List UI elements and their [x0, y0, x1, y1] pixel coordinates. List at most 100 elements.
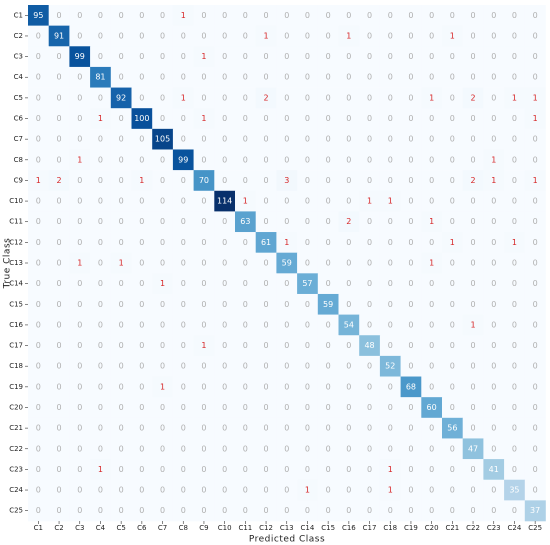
heatmap-cell	[504, 170, 526, 192]
heatmap-cell	[379, 314, 401, 336]
cell-value: 0	[264, 197, 269, 206]
heatmap-cell	[276, 314, 298, 336]
heatmap-cell	[359, 5, 381, 26]
x-tick-label: C13	[280, 524, 294, 532]
cell-value: 0	[533, 11, 538, 20]
cell-value: 0	[284, 486, 289, 495]
cell-value: 0	[36, 341, 41, 350]
heatmap-cell	[28, 438, 49, 460]
cell-value: 1	[429, 217, 434, 226]
heatmap-cell	[297, 211, 319, 233]
cell-value: 0	[119, 403, 124, 412]
heatmap-cell	[69, 25, 91, 47]
heatmap-cell	[90, 293, 112, 315]
heatmap-cell	[214, 355, 236, 377]
heatmap-cell	[297, 25, 319, 47]
cell-value: 0	[388, 217, 393, 226]
heatmap-cell	[28, 149, 49, 171]
cell-value: 0	[139, 93, 144, 102]
heatmap-cell	[131, 66, 153, 88]
heatmap-cell	[69, 397, 91, 419]
cell-value: 0	[98, 197, 103, 206]
heatmap-cell	[131, 479, 153, 501]
cell-value: 0	[222, 259, 227, 268]
cell-value: 1	[77, 259, 82, 268]
cell-value: 0	[346, 424, 351, 433]
cell-value: 0	[429, 341, 434, 350]
cell-value: 1	[491, 155, 496, 164]
heatmap-cell	[48, 438, 70, 460]
heatmap-cell	[69, 293, 91, 315]
cell-value: 0	[450, 259, 455, 268]
heatmap-cell	[317, 46, 339, 68]
heatmap-cell	[379, 128, 401, 150]
cell-value: 0	[139, 403, 144, 412]
heatmap-cell	[255, 149, 277, 171]
cell-value: 0	[491, 31, 496, 40]
heatmap-cell	[90, 355, 112, 377]
cell-value: 0	[450, 465, 455, 474]
heatmap-cell	[338, 479, 360, 501]
heatmap-cell	[28, 5, 49, 26]
cell-value: 0	[408, 52, 413, 61]
heatmap-cell	[131, 500, 153, 522]
heatmap-cell	[48, 128, 70, 150]
heatmap-cell	[462, 211, 484, 233]
heatmap-cell	[359, 252, 381, 274]
heatmap-cell	[152, 273, 174, 295]
cell-value: 0	[408, 217, 413, 226]
cell-value: 0	[491, 382, 496, 391]
heatmap-cell	[297, 5, 319, 26]
cell-value: 0	[139, 300, 144, 309]
heatmap-cell	[400, 46, 422, 68]
heatmap-cell	[131, 417, 153, 439]
cell-value: 0	[429, 486, 434, 495]
heatmap-cell	[255, 355, 277, 377]
cell-value: 0	[346, 259, 351, 268]
heatmap-cell	[462, 252, 484, 274]
heatmap-cell	[172, 66, 194, 88]
cell-value: 0	[36, 73, 41, 82]
cell-value: 0	[326, 73, 331, 82]
heatmap-cell	[69, 417, 91, 439]
cell-value: 0	[284, 155, 289, 164]
heatmap-cell	[172, 211, 194, 233]
cell-value: 0	[408, 155, 413, 164]
heatmap-cell	[214, 46, 236, 68]
cell-value: 0	[243, 155, 248, 164]
heatmap-cell	[69, 170, 91, 192]
heatmap-cell	[379, 46, 401, 68]
cell-value: 0	[57, 11, 62, 20]
cell-value: 0	[139, 238, 144, 247]
heatmap-cell	[172, 87, 194, 109]
cell-value: 0	[77, 238, 82, 247]
y-tick-label: C12	[9, 238, 23, 246]
heatmap-cell	[400, 211, 422, 233]
heatmap-cell	[400, 190, 422, 212]
cell-value: 0	[264, 135, 269, 144]
heatmap-cell	[359, 438, 381, 460]
cell-value: 57	[302, 279, 312, 288]
cell-value: 0	[491, 362, 496, 371]
heatmap-cell	[90, 459, 112, 481]
cell-value: 0	[36, 259, 41, 268]
cell-value: 0	[139, 506, 144, 515]
heatmap-cell	[90, 417, 112, 439]
heatmap-cell	[90, 108, 112, 130]
heatmap-cell	[255, 252, 277, 274]
heatmap-cell	[276, 335, 298, 357]
cell-value: 0	[512, 403, 517, 412]
heatmap-cell	[359, 355, 381, 377]
heatmap-cell	[297, 149, 319, 171]
heatmap-cell	[110, 46, 132, 68]
cell-value: 0	[160, 31, 165, 40]
heatmap-cell	[483, 335, 505, 357]
heatmap-cell	[442, 128, 463, 150]
heatmap-cell	[110, 87, 132, 109]
cell-value: 0	[388, 444, 393, 453]
heatmap-cell	[338, 397, 360, 419]
cell-value: 0	[98, 31, 103, 40]
heatmap-cell	[131, 211, 153, 233]
heatmap-cell	[131, 232, 153, 253]
heatmap-cell	[297, 397, 319, 419]
